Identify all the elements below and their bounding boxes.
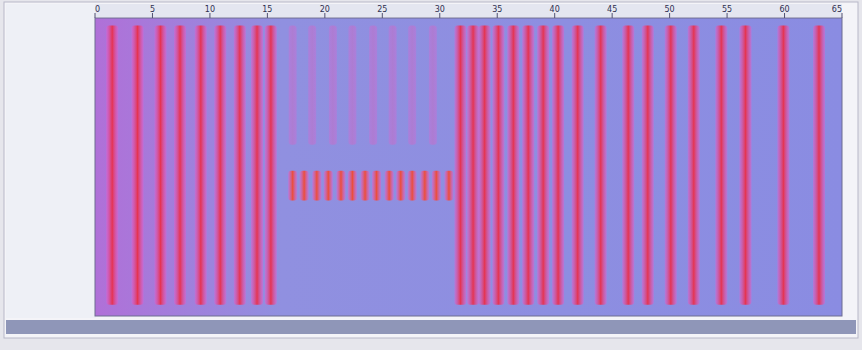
stripe [479, 25, 491, 304]
stripe [155, 25, 167, 304]
tick-label: 35 [492, 5, 502, 14]
stripe [251, 25, 263, 304]
tick-label: 20 [320, 5, 330, 14]
side-panel [6, 4, 96, 318]
scroll-bar [6, 320, 856, 334]
tick-label: 10 [205, 5, 215, 14]
tick-label: 50 [665, 5, 675, 14]
stripe [420, 171, 429, 201]
tick-label: 45 [607, 5, 617, 14]
tick-label: 65 [832, 5, 842, 14]
stripe [408, 25, 416, 144]
tick-label: 40 [550, 5, 560, 14]
stripe [595, 25, 607, 304]
stripe [813, 25, 825, 304]
stripe [300, 171, 309, 201]
tick-label: 15 [262, 5, 272, 14]
tick-label: 0 [95, 5, 100, 14]
stripe [195, 25, 207, 304]
stripe [312, 171, 321, 201]
stripe [572, 25, 584, 304]
stripe [336, 171, 345, 201]
window [4, 2, 858, 338]
stripe [324, 171, 333, 201]
stripe [289, 25, 297, 144]
stripe [777, 25, 789, 304]
marks [106, 25, 825, 304]
stripe [348, 25, 356, 144]
stripe [288, 171, 297, 201]
stripe [132, 25, 144, 304]
stripe [408, 171, 417, 201]
stripe [329, 25, 337, 144]
stripe [389, 25, 397, 144]
stripe [715, 25, 727, 304]
stripe [348, 171, 357, 201]
stripe [361, 171, 370, 201]
stripe [385, 171, 394, 201]
stripe [522, 25, 534, 304]
stripe [507, 25, 519, 304]
stripe [265, 25, 277, 304]
stripe [622, 25, 634, 304]
tick-label: 25 [377, 5, 387, 14]
tick-label: 5 [150, 5, 155, 14]
stripe [492, 25, 504, 304]
stripe [537, 25, 549, 304]
stripe [642, 25, 654, 304]
stripe [308, 25, 316, 144]
background [0, 0, 862, 350]
tick-label: 30 [435, 5, 445, 14]
stripe [552, 25, 564, 304]
stripe [665, 25, 677, 304]
stripe [429, 25, 437, 144]
stripe [234, 25, 246, 304]
stripe [454, 25, 466, 304]
ruler [95, 4, 842, 17]
tick-label: 55 [722, 5, 732, 14]
stripe [444, 171, 453, 201]
stripe [372, 171, 381, 201]
stripe [739, 25, 751, 304]
screen: 0 5 10 15 20 25 30 35 40 45 50 55 60 65 [0, 0, 862, 350]
stripe [396, 171, 405, 201]
stripe [369, 25, 377, 144]
plot-frame [95, 18, 842, 316]
stripe [467, 25, 479, 304]
stripe [214, 25, 226, 304]
stripe [174, 25, 186, 304]
stripe [688, 25, 700, 304]
stripe [432, 171, 441, 201]
plot-area [95, 18, 842, 316]
tick-label: 60 [779, 5, 789, 14]
stripe [106, 25, 118, 304]
